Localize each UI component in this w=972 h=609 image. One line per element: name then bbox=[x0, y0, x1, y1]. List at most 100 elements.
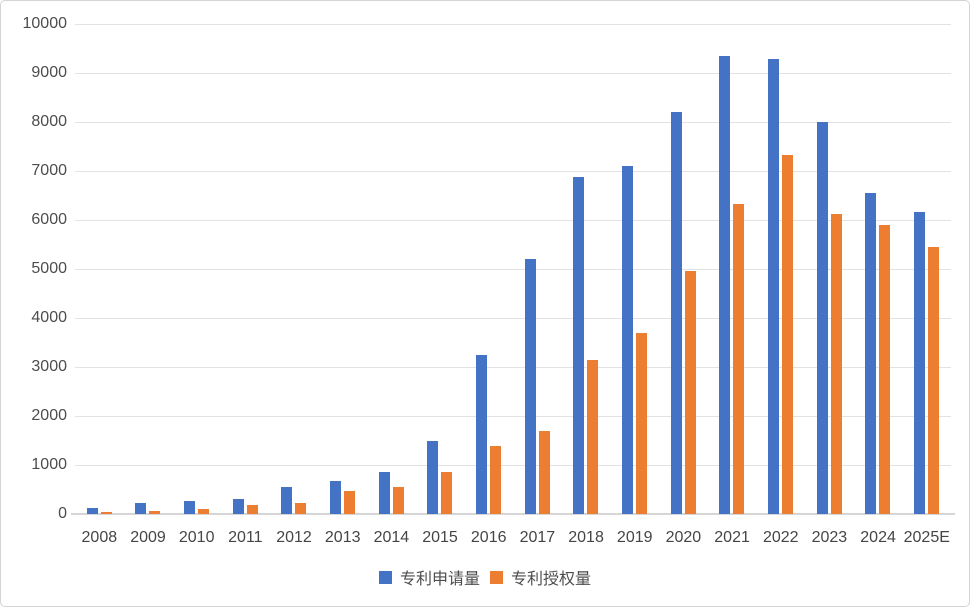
patent-grants-bar bbox=[198, 509, 210, 514]
patent-applications-bar bbox=[427, 440, 439, 514]
patent-grants-bar bbox=[295, 502, 307, 514]
patent-applications-bar bbox=[281, 486, 293, 514]
bar-group-2024 bbox=[854, 24, 903, 514]
patent-applications-bar bbox=[184, 501, 196, 514]
patent-grants-bar bbox=[684, 271, 696, 514]
x-axis-tick-label: 2013 bbox=[324, 529, 361, 546]
patent-applications-bar bbox=[135, 503, 147, 514]
bar-group-2014 bbox=[367, 24, 416, 514]
bar-group-2009 bbox=[124, 24, 173, 514]
bar-group-2017 bbox=[513, 24, 562, 514]
patent-applications-bar bbox=[232, 498, 244, 514]
patent-grants-bar bbox=[100, 512, 112, 514]
y-axis-tick-label: 2000 bbox=[31, 407, 67, 424]
y-axis-tick-label: 3000 bbox=[31, 358, 67, 375]
x-axis-line bbox=[71, 513, 955, 515]
x-axis-tick-label: 2008 bbox=[81, 529, 118, 546]
x-axis-tick-label: 2011 bbox=[228, 529, 263, 546]
patent-grants-bar bbox=[782, 155, 794, 514]
bar-group-2012 bbox=[270, 24, 319, 514]
patent-grants-bar bbox=[830, 213, 842, 514]
bar-group-2010 bbox=[172, 24, 221, 514]
patent-grants-bar bbox=[587, 359, 599, 514]
patent-applications-bar bbox=[476, 355, 488, 514]
bar-group-2021 bbox=[708, 24, 757, 514]
legend-label-applications: 专利申请量 bbox=[399, 571, 480, 588]
gridline bbox=[75, 465, 951, 466]
gridline bbox=[75, 122, 951, 123]
x-axis-tick-label: 2025E bbox=[903, 529, 950, 546]
bar-group-2011 bbox=[221, 24, 270, 514]
legend-item-applications: 专利申请量 bbox=[378, 565, 480, 589]
patent-applications-bar bbox=[330, 481, 342, 514]
y-axis-tick-label: 8000 bbox=[31, 113, 67, 130]
x-axis-tick-label: 2012 bbox=[276, 529, 312, 546]
x-axis-tick-label: 2010 bbox=[178, 529, 215, 546]
legend-swatch-grants-icon bbox=[490, 570, 503, 584]
x-axis-tick-label: 2009 bbox=[130, 529, 166, 546]
legend-label-grants: 专利授权量 bbox=[511, 571, 592, 588]
bar-group-2019 bbox=[610, 24, 659, 514]
bar-group-2015 bbox=[416, 24, 465, 514]
bar-group-2023 bbox=[805, 24, 854, 514]
patent-grants-bar bbox=[733, 204, 745, 514]
bar-group-2022 bbox=[756, 24, 805, 514]
plot-area: 0 1000 2000 3000 4000 5000 6000 7000 8000 9000 100… bbox=[23, 15, 955, 522]
patent-applications-bar bbox=[524, 259, 536, 514]
gridline bbox=[75, 220, 951, 221]
y-axis-tick-label: 0 bbox=[58, 505, 67, 522]
x-axis-tick-label: 2021 bbox=[714, 529, 750, 546]
patent-grants-bar bbox=[879, 224, 891, 514]
legend-item-grants: 专利授权量 bbox=[490, 565, 591, 589]
patent-grants-bar bbox=[538, 430, 550, 514]
x-axis-tick-label: 2024 bbox=[860, 529, 896, 546]
bar-group-2025e bbox=[902, 24, 951, 514]
x-axis-tick-label: 2023 bbox=[811, 529, 848, 546]
y-axis-tick-label: 7000 bbox=[31, 162, 67, 179]
gridline bbox=[75, 318, 951, 319]
bar-group-2020 bbox=[659, 24, 708, 514]
patent-grants-bar bbox=[149, 510, 161, 514]
patent-grants-bar bbox=[928, 246, 940, 514]
x-axis-tick-label: 2018 bbox=[568, 529, 604, 546]
patent-applications-bar bbox=[865, 193, 877, 514]
gridline bbox=[75, 367, 951, 368]
patent-applications-bar bbox=[378, 472, 390, 514]
y-axis-tick-label: 6000 bbox=[31, 211, 67, 228]
gridline bbox=[75, 171, 951, 172]
patent-grants-bar bbox=[344, 490, 356, 514]
gridline bbox=[75, 416, 951, 417]
gridline bbox=[75, 24, 951, 25]
patent-grants-bar bbox=[636, 332, 648, 514]
legend-swatch-applications-icon bbox=[378, 570, 392, 584]
patent-applications-bar bbox=[816, 122, 828, 514]
legend: 专利申请量 专利授权量 bbox=[1, 565, 969, 589]
x-axis-tick-label: 2017 bbox=[519, 529, 556, 546]
gridline bbox=[75, 269, 951, 270]
y-axis-tick-label: 4000 bbox=[31, 309, 67, 326]
patent-applications-bar bbox=[670, 112, 682, 514]
patent-grants-bar bbox=[490, 446, 502, 514]
gridline bbox=[75, 73, 951, 74]
x-axis-tick-label: 2014 bbox=[373, 529, 410, 546]
y-axis-tick-label: 9000 bbox=[31, 64, 67, 81]
patent-applications-bar bbox=[719, 55, 731, 514]
patent-grants-bar bbox=[392, 487, 404, 514]
patent-applications-bar bbox=[768, 59, 780, 514]
x-axis-tick-label: 2020 bbox=[665, 529, 702, 546]
patent-applications-bar bbox=[573, 177, 585, 514]
patent-applications-bar bbox=[622, 166, 634, 514]
patent-grants-bar bbox=[246, 505, 258, 514]
bar-group-2016 bbox=[464, 24, 513, 514]
x-axis-labels: 2008 2009 2010 2011 2012 2013 2014 2015 2016 2017… bbox=[75, 528, 951, 548]
bar-group-2008 bbox=[75, 24, 124, 514]
bar-group-2018 bbox=[562, 24, 611, 514]
patent-grants-bar bbox=[441, 472, 453, 514]
y-axis-tick-label: 5000 bbox=[31, 260, 67, 277]
patent-applications-bar bbox=[86, 508, 98, 514]
x-axis-tick-label: 2015 bbox=[422, 529, 458, 546]
x-axis-tick-label: 2019 bbox=[616, 529, 653, 546]
bar-group-2013 bbox=[318, 24, 367, 514]
y-axis-tick-label: 10000 bbox=[22, 15, 68, 32]
